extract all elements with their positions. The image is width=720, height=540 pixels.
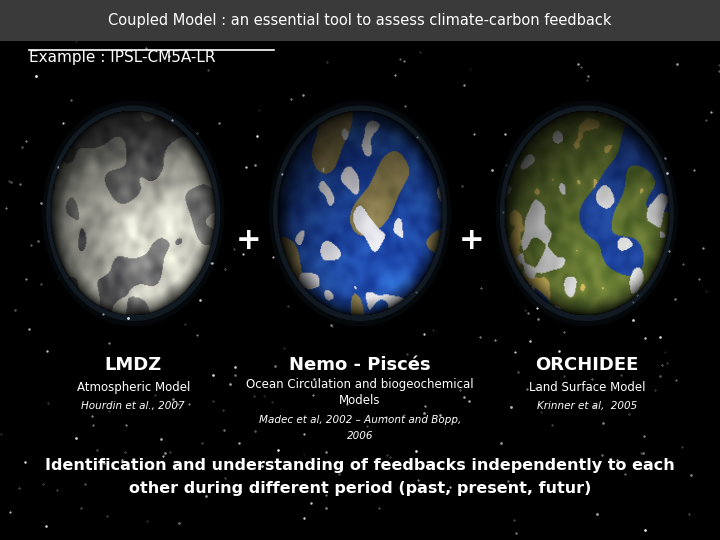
- Text: Atmospheric Model: Atmospheric Model: [76, 381, 190, 394]
- Text: +: +: [235, 226, 261, 255]
- Text: Example : IPSL-CM5A-LR: Example : IPSL-CM5A-LR: [29, 50, 215, 65]
- Text: Models: Models: [339, 394, 381, 407]
- Text: LMDZ: LMDZ: [104, 355, 162, 374]
- Text: Hourdin et al., 2007: Hourdin et al., 2007: [81, 401, 185, 411]
- Ellipse shape: [42, 100, 225, 326]
- Ellipse shape: [500, 106, 674, 321]
- Text: other during different period (past, present, futur): other during different period (past, pre…: [129, 481, 591, 496]
- Text: Madec et al, 2002 – Aumont and Bopp,: Madec et al, 2002 – Aumont and Bopp,: [259, 415, 461, 425]
- Text: Ocean Circulation and biogeochemical: Ocean Circulation and biogeochemical: [246, 378, 474, 391]
- Text: +: +: [459, 226, 485, 255]
- Ellipse shape: [273, 106, 447, 321]
- Text: ORCHIDEE: ORCHIDEE: [535, 355, 639, 374]
- Text: Identification and understanding of feedbacks independently to each: Identification and understanding of feed…: [45, 458, 675, 473]
- FancyBboxPatch shape: [0, 0, 720, 40]
- Text: Krinner et al,  2005: Krinner et al, 2005: [536, 401, 637, 411]
- Text: Land Surface Model: Land Surface Model: [528, 381, 645, 394]
- Text: 2006: 2006: [347, 431, 373, 441]
- Ellipse shape: [495, 100, 678, 326]
- Ellipse shape: [269, 100, 451, 326]
- Text: Nemo - Piscés: Nemo - Piscés: [289, 355, 431, 374]
- Ellipse shape: [46, 106, 220, 321]
- Text: Coupled Model : an essential tool to assess climate-carbon feedback: Coupled Model : an essential tool to ass…: [108, 13, 612, 28]
